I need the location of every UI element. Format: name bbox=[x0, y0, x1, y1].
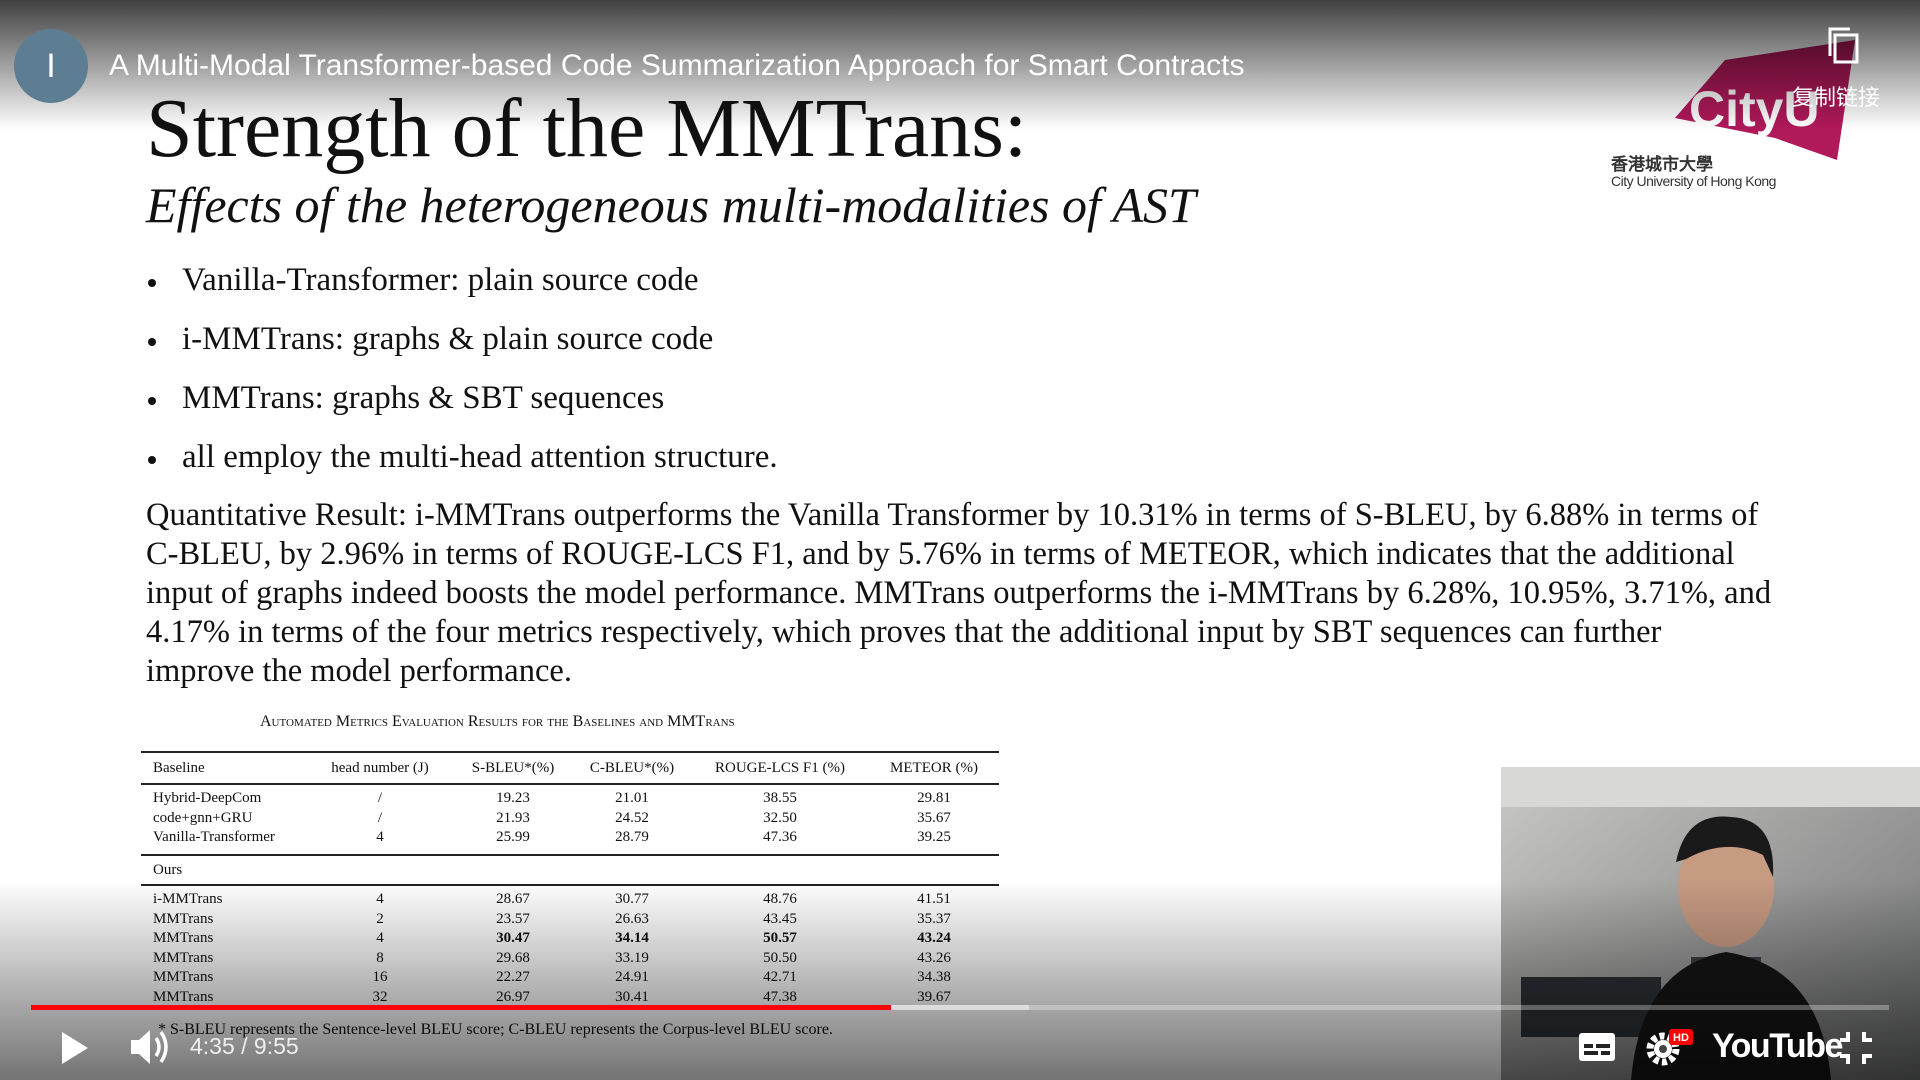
table-cell: 35.67 bbox=[917, 809, 951, 826]
table-cell: / bbox=[377, 790, 383, 806]
table-cell: S-BLEU*(%) bbox=[471, 760, 555, 776]
group-label: Ours bbox=[153, 862, 183, 878]
table-rule bbox=[141, 854, 999, 856]
bullet-dot bbox=[148, 397, 156, 405]
bullet-text: all employ the multi-head attention stru… bbox=[182, 439, 778, 475]
logo-zh: 香港城市大學 bbox=[1611, 155, 1713, 174]
row-label: code+gnn+GRU bbox=[153, 809, 253, 826]
volume-button[interactable] bbox=[128, 1026, 172, 1068]
progress-track[interactable] bbox=[31, 1005, 1889, 1010]
progress-played bbox=[31, 1005, 891, 1010]
time-display: 4:35 / 9:55 bbox=[190, 1033, 299, 1059]
table-cell: 25.99 bbox=[496, 829, 530, 846]
table-cell: head number (J) bbox=[331, 760, 429, 776]
video-title[interactable]: A Multi-Modal Transformer-based Code Sum… bbox=[109, 49, 1245, 82]
bullet-text: i-MMTrans: graphs & plain source code bbox=[182, 321, 714, 357]
table-cell: 29.81 bbox=[917, 790, 951, 806]
copy-link[interactable]: 复制链接 bbox=[1792, 85, 1881, 110]
bullet-text: Vanilla-Transformer: plain source code bbox=[182, 262, 699, 298]
table-rule bbox=[141, 751, 999, 753]
table-cell: 24.52 bbox=[615, 809, 649, 826]
bullet-dot bbox=[148, 338, 156, 346]
youtube-logo[interactable]: YouTube bbox=[1712, 1027, 1843, 1065]
hd-badge: HD bbox=[1673, 1032, 1689, 1044]
settings-button[interactable]: HD bbox=[1645, 1027, 1695, 1067]
table-cell: C-BLEU*(%) bbox=[589, 760, 675, 776]
bullet-dot bbox=[148, 279, 156, 287]
subtitles-button[interactable] bbox=[1578, 1032, 1616, 1062]
table-cell: 47.36 bbox=[763, 829, 797, 846]
row-label: Hybrid-DeepCom bbox=[153, 790, 262, 806]
play-button[interactable] bbox=[56, 1028, 92, 1068]
table-rule bbox=[141, 783, 999, 785]
table-cell: 28.79 bbox=[615, 829, 649, 846]
copy-icon[interactable] bbox=[1826, 26, 1862, 66]
row-label: Baseline bbox=[153, 760, 205, 776]
table-cell: ROUGE-LCS F1 (%) bbox=[715, 760, 845, 776]
logo-en: City University of Hong Kong bbox=[1611, 173, 1776, 189]
table-cell: 39.25 bbox=[917, 829, 951, 846]
table-cell: 4 bbox=[376, 829, 384, 846]
table-cell: 32.50 bbox=[763, 809, 797, 826]
table-cell: 21.93 bbox=[496, 809, 530, 826]
bullet-text: MMTrans: graphs & SBT sequences bbox=[182, 380, 665, 416]
table-cell: 38.55 bbox=[763, 790, 797, 806]
bullet-dot bbox=[148, 456, 156, 464]
row-label: Vanilla-Transformer bbox=[153, 829, 275, 846]
paragraph: Quantitative Result: i-MMTrans outperfor… bbox=[146, 497, 1772, 689]
channel-avatar[interactable]: I bbox=[14, 29, 88, 103]
slide-subtitle: Effects of the heterogeneous multi-modal… bbox=[146, 177, 1196, 233]
table-cell: METEOR (%) bbox=[890, 760, 978, 776]
table-cell: 19.23 bbox=[496, 790, 530, 806]
table-cell: 21.01 bbox=[615, 790, 649, 806]
top-overlay bbox=[0, 0, 1920, 130]
table-caption: Automated Metrics Evaluation Results for… bbox=[260, 713, 735, 730]
table-cell: / bbox=[377, 809, 383, 826]
exit-fullscreen-button[interactable] bbox=[1838, 1030, 1874, 1066]
